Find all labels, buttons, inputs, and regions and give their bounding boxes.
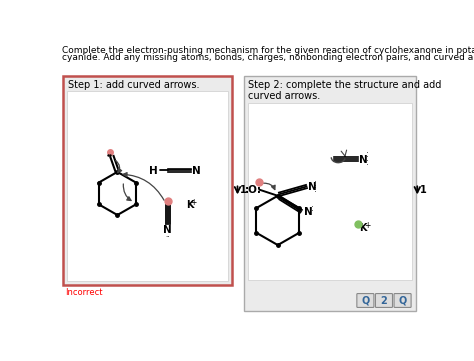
Text: Complete the electron-pushing mechanism for the given reaction of cyclohexanone : Complete the electron-pushing mechanism … (63, 45, 474, 55)
Text: H: H (149, 166, 158, 176)
Text: cyanide. Add any missing atoms, bonds, charges, nonbonding electron pairs, and c: cyanide. Add any missing atoms, bonds, c… (63, 53, 474, 62)
Text: N: N (164, 225, 172, 235)
Text: 1: 1 (419, 184, 427, 195)
Text: :O:: :O: (245, 186, 262, 195)
FancyArrowPatch shape (123, 184, 131, 200)
Text: Q: Q (399, 296, 407, 305)
Text: Q: Q (361, 296, 370, 305)
FancyArrowPatch shape (123, 173, 164, 200)
Text: :: : (365, 151, 368, 160)
Text: K: K (186, 200, 193, 210)
Text: :: : (310, 204, 313, 213)
Text: Step 2: complete the structure and add
curved arrows.: Step 2: complete the structure and add c… (248, 79, 442, 101)
Text: +: + (190, 198, 197, 207)
Text: :: : (314, 185, 317, 194)
Text: ..: .. (165, 232, 170, 238)
Text: N: N (359, 155, 367, 165)
Text: K: K (359, 223, 367, 233)
Text: :: : (365, 158, 368, 167)
Text: +: + (364, 221, 370, 230)
FancyArrowPatch shape (116, 161, 122, 173)
FancyArrowPatch shape (264, 183, 275, 190)
FancyBboxPatch shape (244, 76, 416, 311)
FancyBboxPatch shape (63, 76, 232, 285)
FancyBboxPatch shape (375, 293, 392, 308)
Text: Incorrect: Incorrect (64, 288, 102, 297)
FancyBboxPatch shape (394, 293, 411, 308)
FancyBboxPatch shape (247, 103, 412, 280)
Text: N: N (308, 182, 316, 192)
FancyBboxPatch shape (357, 293, 374, 308)
Text: N: N (192, 166, 201, 176)
FancyBboxPatch shape (67, 91, 228, 281)
Text: N: N (304, 207, 312, 217)
Text: :: : (314, 179, 317, 188)
Text: Step 1: add curved arrows.: Step 1: add curved arrows. (68, 79, 199, 90)
Text: 1: 1 (240, 184, 246, 195)
Text: 2: 2 (381, 296, 387, 305)
